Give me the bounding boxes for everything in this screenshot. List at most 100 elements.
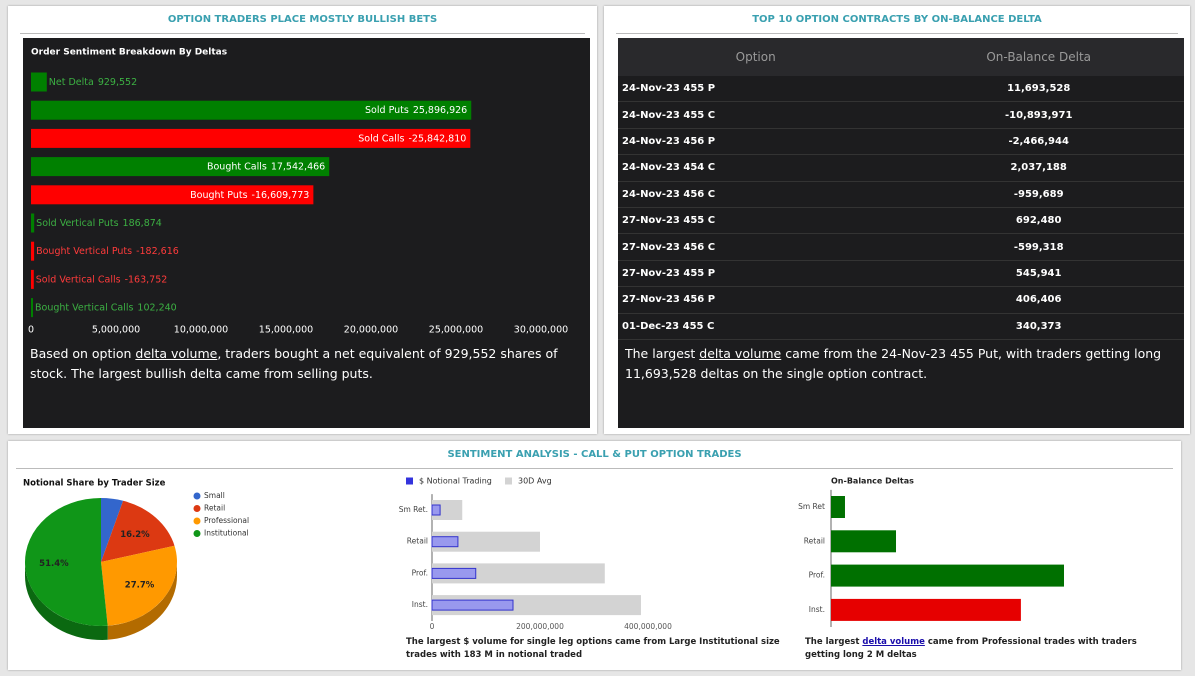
table-cell: 692,480 xyxy=(893,207,1184,235)
bar xyxy=(831,598,1021,621)
x-tick-label: 200,000,000 xyxy=(516,622,564,631)
chart-title: Notional Share by Trader Size xyxy=(23,479,166,489)
legend-marker xyxy=(193,505,201,512)
table-cell: -599,318 xyxy=(893,233,1184,261)
x-tick-label: 10,000,000 xyxy=(174,325,228,336)
legend-label: Institutional xyxy=(204,529,249,538)
divider xyxy=(16,468,1173,469)
table-cell: 406,406 xyxy=(893,286,1184,314)
link[interactable]: delta volume xyxy=(862,637,925,647)
pie-slice xyxy=(101,498,124,562)
divider xyxy=(20,33,585,34)
legend-marker xyxy=(193,517,201,525)
text: came from Professional trades with trade… xyxy=(805,637,1137,660)
table-cell: 24-Nov-23 454 C xyxy=(618,154,894,182)
legend-marker xyxy=(193,530,201,537)
table-row: 27-Nov-23 456 P 406,406 xyxy=(618,286,1184,314)
table-cell: -959,689 xyxy=(893,181,1184,208)
summary-text: The largest delta volume came from the 2… xyxy=(625,344,1165,384)
x-tick-label: 30,000,000 xyxy=(514,325,568,336)
chart-title: On-Balance Deltas xyxy=(831,477,914,486)
table-cell: -10,893,971 xyxy=(893,101,1184,129)
table-cell: 27-Nov-23 455 C xyxy=(618,207,894,235)
link[interactable]: delta volume xyxy=(699,346,782,361)
legend-label: Professional xyxy=(204,516,249,525)
panel: SENTIMENT ANALYSIS - CALL & PUT OPTION T… xyxy=(8,441,1181,670)
panel-heading: SENTIMENT ANALYSIS - CALL & PUT OPTION T… xyxy=(447,449,742,460)
column-header: Option xyxy=(618,38,894,76)
divider xyxy=(616,33,1178,34)
bar xyxy=(31,213,35,233)
bar xyxy=(431,567,477,579)
summary-text: The largest $ volume for single leg opti… xyxy=(406,637,780,660)
bar-label: Bought Calls 17,542,466 xyxy=(207,161,325,172)
pie-side xyxy=(25,562,108,640)
summary-text: Based on option delta volume, traders bo… xyxy=(30,344,575,384)
pie-slice xyxy=(101,500,175,562)
value-label: -182,616 xyxy=(136,246,179,257)
text: came from the 24-Nov-23 455 Put, with tr… xyxy=(625,346,1162,381)
y-tick-label: Retail xyxy=(407,537,428,546)
text: The largest xyxy=(805,637,863,647)
bar xyxy=(31,269,34,289)
text: , traders bought a net equivalent of 929… xyxy=(30,346,558,381)
table-cell: 24-Nov-23 456 C xyxy=(618,181,894,208)
table-row: 27-Nov-23 455 C 692,480 xyxy=(618,207,1184,235)
bar xyxy=(31,241,35,261)
legend-label: $ Notional Trading xyxy=(419,477,492,486)
text: The largest xyxy=(625,346,700,361)
table-cell: 340,373 xyxy=(893,313,1184,340)
value-label: 102,240 xyxy=(137,302,176,313)
table-cell: 24-Nov-23 456 P xyxy=(618,128,894,156)
category-label: Bought Vertical Calls xyxy=(35,302,133,313)
table-cell: 545,941 xyxy=(893,260,1184,288)
category-label: Bought Vertical Puts xyxy=(36,246,132,257)
y-tick-label: Sm Ret. xyxy=(399,505,428,514)
x-tick-label: 0 xyxy=(28,325,34,336)
table-row: 24-Nov-23 455 P 11,693,528 xyxy=(618,76,1184,103)
value-label: 929,552 xyxy=(98,77,137,88)
table-row: 24-Nov-23 456 C -959,689 xyxy=(618,181,1184,208)
panel-heading: OPTION TRADERS PLACE MOSTLY BULLISH BETS xyxy=(167,14,438,25)
bar-label: Sold Vertical Calls -163,752 xyxy=(36,274,168,285)
table-cell: 27-Nov-23 456 C xyxy=(618,233,894,261)
table-row: 24-Nov-23 454 C 2,037,188 xyxy=(618,154,1184,182)
category-label: Sold Calls xyxy=(358,133,404,144)
x-tick-label: 20,000,000 xyxy=(344,325,398,336)
bar-label: Sold Calls -25,842,810 xyxy=(358,133,466,144)
panel: TOP 10 OPTION CONTRACTS BY ON-BALANCE DE… xyxy=(604,6,1190,434)
link[interactable]: delta volume xyxy=(135,346,218,361)
table: Option On-Balance Delta 24-Nov-23 455 P 11,… xyxy=(618,38,1184,340)
table-row: 24-Nov-23 456 P -2,466,944 xyxy=(618,128,1184,156)
category-label: Bought Puts xyxy=(190,189,247,200)
legend-label: Retail xyxy=(204,504,225,513)
pie-slice xyxy=(25,498,108,626)
value-label: 186,874 xyxy=(123,218,162,229)
bar xyxy=(831,530,897,553)
category-label: Sold Puts xyxy=(365,105,409,116)
value-label: 51.4% xyxy=(39,559,69,569)
category-label: Sold Vertical Calls xyxy=(36,274,121,285)
legend-marker xyxy=(193,492,201,500)
table-row: 27-Nov-23 456 C -599,318 xyxy=(618,233,1184,261)
x-tick-label: 0 xyxy=(430,622,435,631)
table-cell: 11,693,528 xyxy=(893,76,1184,103)
value-label: -16,609,773 xyxy=(252,189,310,200)
bar xyxy=(431,536,459,548)
bar xyxy=(31,298,33,318)
category-label: Bought Calls xyxy=(207,161,267,172)
category-label: Net Delta xyxy=(49,77,94,88)
bar xyxy=(431,599,514,611)
value-label: 17,542,466 xyxy=(271,161,325,172)
table-row: 27-Nov-23 455 P 545,941 xyxy=(618,260,1184,288)
panel-heading: TOP 10 OPTION CONTRACTS BY ON-BALANCE DE… xyxy=(752,14,1042,25)
legend-label: 30D Avg xyxy=(518,477,552,486)
bar xyxy=(31,128,471,148)
bar xyxy=(31,185,314,205)
legend-swatch xyxy=(505,477,512,485)
bar-label: Bought Puts -16,609,773 xyxy=(190,189,309,200)
bar xyxy=(432,531,540,552)
bar-label: Net Delta 929,552 xyxy=(49,77,137,88)
table-cell: -2,466,944 xyxy=(893,128,1184,156)
